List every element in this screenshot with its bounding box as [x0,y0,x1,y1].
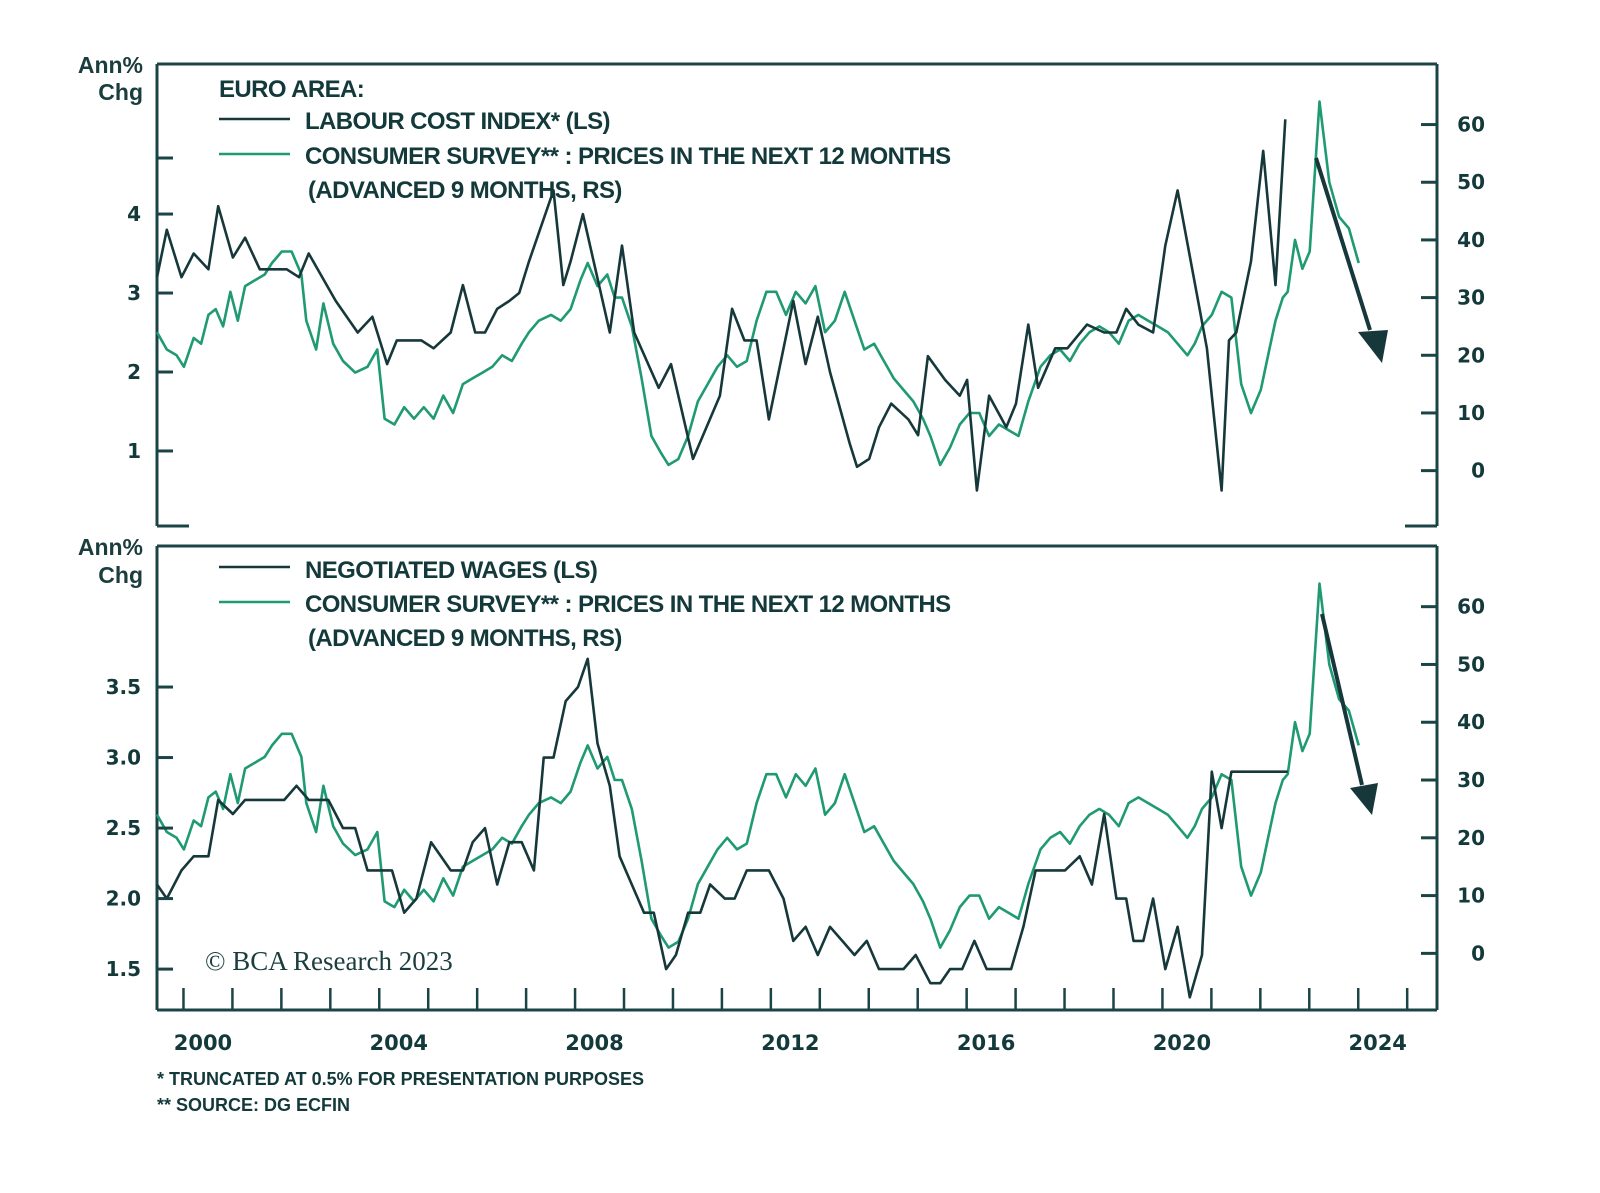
bottom-right-tick-label: 60 [1457,595,1485,619]
top-chart-heading: EURO AREA: [219,76,364,103]
x-tick-label: 2024 [1348,1031,1406,1055]
top-series-left-line [155,119,1287,492]
top-right-tick-label: 30 [1457,286,1485,310]
bottom-left-tick-label: 2.0 [106,887,141,911]
bottom-right-tick-label: 40 [1457,710,1485,734]
bottom-left-tick-label: 2.5 [106,816,141,840]
bottom-right-tick-label: 50 [1457,652,1485,676]
tick-marks [157,123,1437,1010]
legend-label-consumer-survey-top: CONSUMER SURVEY** : PRICES IN THE NEXT 1… [305,143,951,170]
top-left-tick-label: 4 [127,202,141,226]
bottom-panel-frame [155,544,1439,1012]
legend-label-advanced-bottom: (ADVANCED 9 MONTHS, RS) [308,625,622,652]
legend-label-consumer-survey-bottom: CONSUMER SURVEY** : PRICES IN THE NEXT 1… [305,591,951,618]
top-left-tick-label: 3 [127,281,141,305]
top-right-tick-label: 50 [1457,170,1485,194]
top-right-tick-label: 40 [1457,228,1485,252]
top-right-tick-label: 0 [1471,459,1485,483]
x-tick-label: 2020 [1153,1031,1211,1055]
x-tick-label: 2016 [957,1031,1015,1055]
x-tick-label: 2004 [370,1031,428,1055]
down-arrow-icon-bottom [1320,613,1378,815]
top-y-axis-title-line1: Ann% [78,52,143,78]
top-y-axis-title-line2: Chg [98,79,143,105]
bottom-left-tick-label: 3.0 [106,746,141,770]
legend-label-advanced-top: (ADVANCED 9 MONTHS, RS) [308,177,622,204]
bottom-panel-series [155,582,1360,999]
x-tick-label: 2000 [174,1031,232,1055]
x-axis-labels: 2000 2004 2008 2012 2016 2020 2024 [174,1031,1407,1055]
top-left-tick-label: 1 [127,439,141,463]
legend-label-labour-cost: LABOUR COST INDEX* (LS) [305,108,610,135]
top-right-tick-label: 10 [1457,401,1485,425]
bottom-series-right-line [155,582,1360,949]
copyright-label: © BCA Research 2023 [205,946,453,976]
bottom-series-left-line [155,657,1288,999]
bottom-left-tick-label: 1.5 [106,957,141,981]
x-tick-label: 2008 [565,1031,623,1055]
legend-label-negotiated-wages: NEGOTIATED WAGES (LS) [305,557,597,584]
footnote-truncated: * TRUNCATED AT 0.5% FOR PRESENTATION PUR… [157,1069,644,1089]
bottom-right-tick-label: 0 [1471,941,1485,965]
top-right-tick-label: 20 [1457,343,1485,367]
down-arrow-icon-top [1314,157,1388,363]
x-tick-label: 2012 [761,1031,819,1055]
y-axis-labels: 123401020304050601.52.02.53.03.501020304… [106,113,1485,982]
bottom-y-axis-title-line1: Ann% [78,534,143,560]
top-panel-frame [155,62,1439,528]
bottom-right-tick-label: 30 [1457,768,1485,792]
footnote-source: ** SOURCE: DG ECFIN [157,1095,350,1115]
top-panel-series [155,100,1360,492]
bottom-y-axis-title-line2: Chg [98,562,143,588]
top-left-tick-label: 2 [127,360,141,384]
top-right-tick-label: 60 [1457,113,1485,137]
bottom-left-tick-label: 3.5 [106,675,141,699]
bottom-right-tick-label: 10 [1457,884,1485,908]
bottom-right-tick-label: 20 [1457,826,1485,850]
